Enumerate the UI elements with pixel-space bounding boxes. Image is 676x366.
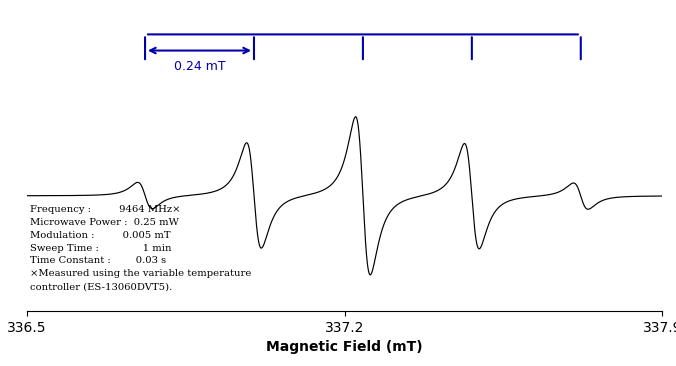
X-axis label: Magnetic Field (mT): Magnetic Field (mT) [266,340,423,354]
Text: Frequency :         9464 MHz×
Microwave Power :  0.25 mW
Modulation :         0.: Frequency : 9464 MHz× Microwave Power : … [30,205,251,291]
Text: 0.24 mT: 0.24 mT [174,60,225,73]
